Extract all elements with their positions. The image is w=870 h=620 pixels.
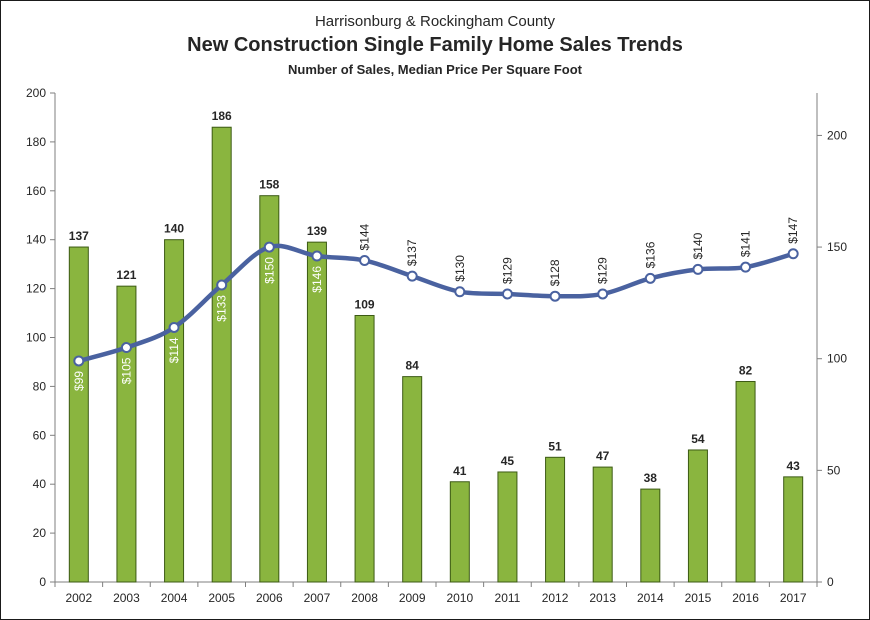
x-tick-label: 2008: [351, 591, 378, 605]
x-tick-label: 2015: [685, 591, 712, 605]
price-value-label: $130: [453, 255, 467, 282]
y-right-tick-label: 150: [827, 240, 847, 254]
price-value-label: $136: [643, 241, 657, 268]
bar-value-label: 140: [164, 222, 184, 236]
price-value-label: $99: [72, 371, 86, 391]
bar-value-label: 84: [406, 359, 420, 373]
x-tick-label: 2002: [65, 591, 92, 605]
y-left-tick-label: 40: [33, 477, 47, 491]
x-tick-label: 2010: [446, 591, 473, 605]
y-left-tick-label: 100: [26, 331, 46, 345]
bar: [736, 382, 755, 582]
price-value-label: $129: [500, 257, 514, 284]
price-value-label: $114: [167, 337, 181, 363]
price-marker: [217, 281, 226, 290]
x-tick-label: 2006: [256, 591, 283, 605]
axes: 0204060801001201401601802000501001502002…: [26, 86, 847, 605]
price-value-label: $133: [215, 295, 229, 322]
x-tick-label: 2012: [542, 591, 569, 605]
price-value-label: $105: [119, 357, 133, 384]
price-line: [79, 246, 793, 361]
price-marker: [551, 292, 560, 301]
price-value-label: $128: [548, 259, 562, 286]
x-tick-label: 2014: [637, 591, 664, 605]
price-marker: [408, 272, 417, 281]
price-value-label: $146: [310, 266, 324, 293]
bar: [593, 467, 612, 582]
bar-value-label: 41: [453, 464, 467, 478]
bar: [403, 377, 422, 582]
price-value-label: $150: [262, 257, 276, 284]
price-marker: [170, 323, 179, 332]
price-marker: [693, 265, 702, 274]
y-left-tick-label: 20: [33, 526, 47, 540]
y-left-tick-label: 160: [26, 184, 46, 198]
y-left-tick-label: 0: [39, 575, 46, 589]
bar: [498, 472, 517, 582]
x-tick-label: 2011: [495, 591, 521, 605]
bar: [641, 489, 660, 582]
bar-value-label: 82: [739, 364, 753, 378]
bar-value-label: 43: [787, 459, 801, 473]
y-left-tick-label: 200: [26, 86, 46, 100]
y-left-tick-label: 120: [26, 282, 46, 296]
x-tick-label: 2016: [732, 591, 759, 605]
bar-value-label: 51: [548, 439, 562, 453]
bar: [546, 457, 565, 582]
price-marker: [122, 343, 131, 352]
price-marker: [265, 243, 274, 252]
y-right-tick-label: 100: [827, 352, 847, 366]
price-value-label: $147: [786, 217, 800, 244]
x-tick-label: 2007: [304, 591, 331, 605]
bar: [165, 240, 184, 582]
bar: [117, 286, 136, 582]
bar-value-label: 158: [259, 178, 279, 192]
bar: [784, 477, 803, 582]
bar: [212, 127, 231, 582]
x-tick-label: 2003: [113, 591, 140, 605]
y-right-tick-label: 0: [827, 575, 834, 589]
combo-chart: 0204060801001201401601802000501001502002…: [0, 0, 870, 620]
price-marker: [455, 287, 464, 296]
x-tick-label: 2004: [161, 591, 188, 605]
x-tick-label: 2009: [399, 591, 426, 605]
x-tick-label: 2013: [589, 591, 616, 605]
bar-value-label: 109: [355, 297, 375, 311]
bar: [69, 247, 88, 582]
bar: [260, 196, 279, 582]
price-value-label: $144: [358, 223, 372, 250]
bar-value-label: 38: [644, 471, 658, 485]
price-marker: [741, 263, 750, 272]
y-left-tick-label: 80: [33, 379, 47, 393]
y-left-tick-label: 60: [33, 428, 47, 442]
x-tick-label: 2017: [780, 591, 807, 605]
price-marker: [503, 289, 512, 298]
price-marker: [789, 249, 798, 258]
price-marker: [312, 252, 321, 261]
price-marker: [646, 274, 655, 283]
bar: [355, 315, 374, 582]
bar-value-label: 137: [69, 229, 89, 243]
y-right-tick-label: 200: [827, 128, 847, 142]
price-marker: [598, 289, 607, 298]
price-value-label: $140: [691, 232, 705, 259]
x-tick-label: 2005: [208, 591, 235, 605]
price-value-label: $141: [739, 230, 753, 257]
bar-value-label: 186: [212, 109, 232, 123]
bar: [688, 450, 707, 582]
bar-value-label: 121: [116, 268, 136, 282]
bar-value-label: 139: [307, 224, 327, 238]
bar-value-label: 47: [596, 449, 610, 463]
bar-value-label: 45: [501, 454, 515, 468]
price-marker: [360, 256, 369, 265]
bar-value-label: 54: [691, 432, 705, 446]
bar: [450, 482, 469, 582]
price-value-label: $129: [596, 257, 610, 284]
price-value-label: $137: [405, 239, 419, 266]
y-left-tick-label: 140: [26, 233, 46, 247]
price-marker: [74, 356, 83, 365]
y-left-tick-label: 180: [26, 135, 46, 149]
y-right-tick-label: 50: [827, 463, 841, 477]
